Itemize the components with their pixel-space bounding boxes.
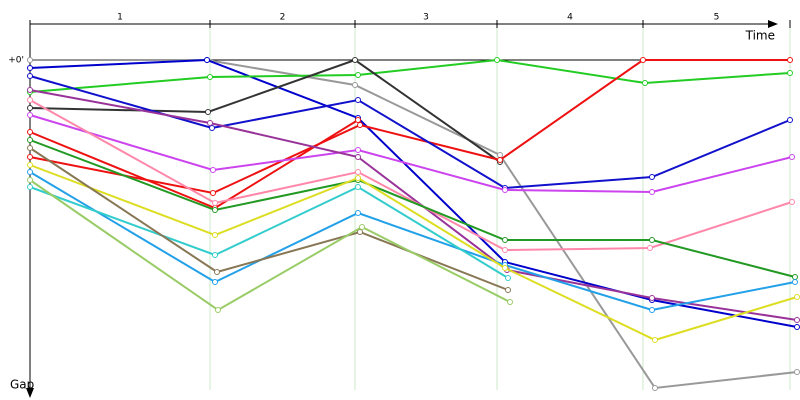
point	[794, 324, 800, 330]
series-line	[29, 58, 501, 163]
point	[204, 57, 210, 63]
point	[652, 337, 658, 343]
point	[209, 125, 215, 131]
point	[27, 137, 33, 143]
point	[27, 162, 33, 168]
y-arrow	[26, 388, 34, 398]
y-tick-label: +0'	[8, 56, 24, 66]
point	[497, 157, 503, 163]
point	[212, 279, 218, 285]
point	[355, 97, 361, 103]
x-axis-label: Time	[745, 29, 775, 43]
point	[27, 87, 33, 93]
point	[505, 275, 511, 281]
point	[642, 80, 648, 86]
point	[789, 199, 795, 205]
series-line	[29, 185, 509, 279]
lap-label: 4	[567, 13, 573, 23]
point	[357, 229, 363, 235]
point	[649, 295, 655, 301]
point	[649, 189, 655, 195]
point	[355, 147, 361, 153]
series-line	[29, 164, 798, 342]
point	[507, 299, 513, 305]
point	[355, 210, 361, 216]
point	[27, 154, 33, 160]
point	[27, 73, 33, 79]
point	[214, 269, 220, 275]
lap-label: 3	[423, 13, 429, 23]
series-line	[29, 171, 796, 312]
series-line	[29, 114, 793, 194]
point	[27, 169, 33, 175]
point	[27, 105, 33, 111]
series-line	[29, 147, 509, 291]
point	[502, 247, 508, 253]
series-line	[29, 179, 511, 312]
point	[792, 279, 798, 285]
point	[210, 190, 216, 196]
point	[792, 274, 798, 280]
point	[355, 117, 361, 123]
point	[649, 237, 655, 243]
point	[212, 232, 218, 238]
point	[355, 184, 361, 190]
point	[210, 167, 216, 173]
point	[789, 154, 795, 160]
point	[647, 245, 653, 251]
point	[794, 294, 800, 300]
series-line	[30, 59, 798, 390]
lap-label: 2	[280, 13, 286, 23]
series-line	[29, 89, 798, 321]
point	[794, 317, 800, 323]
point	[355, 154, 361, 160]
point	[497, 152, 503, 158]
point	[355, 175, 361, 181]
series-line	[29, 58, 791, 93]
point	[787, 70, 793, 76]
point	[502, 187, 508, 193]
point	[212, 200, 218, 206]
point	[359, 224, 365, 230]
point	[207, 120, 213, 126]
point	[27, 65, 33, 71]
y-axis-label: Gap	[10, 378, 34, 392]
series-line	[29, 139, 796, 278]
point	[212, 252, 218, 258]
point	[502, 265, 508, 271]
point	[502, 237, 508, 243]
point	[652, 385, 658, 391]
point	[640, 57, 646, 63]
point	[352, 57, 358, 63]
point	[27, 184, 33, 190]
series-line	[29, 99, 793, 252]
point	[787, 117, 793, 123]
point	[27, 145, 33, 151]
point	[649, 307, 655, 313]
point	[27, 129, 33, 135]
x-arrow	[768, 20, 778, 28]
point	[505, 287, 511, 293]
point	[27, 177, 33, 183]
point	[27, 97, 33, 103]
point	[27, 112, 33, 118]
point	[794, 369, 800, 375]
point	[649, 174, 655, 180]
point	[355, 169, 361, 175]
point	[355, 72, 361, 78]
lap-label: 1	[117, 13, 123, 23]
point	[357, 122, 363, 128]
point	[205, 109, 211, 115]
point	[352, 82, 358, 88]
point	[215, 307, 221, 313]
point	[207, 74, 213, 80]
lap-label: 5	[714, 13, 720, 23]
point	[787, 57, 793, 63]
point	[212, 207, 218, 213]
point	[494, 57, 500, 63]
series-line	[29, 75, 791, 190]
point	[27, 57, 33, 63]
